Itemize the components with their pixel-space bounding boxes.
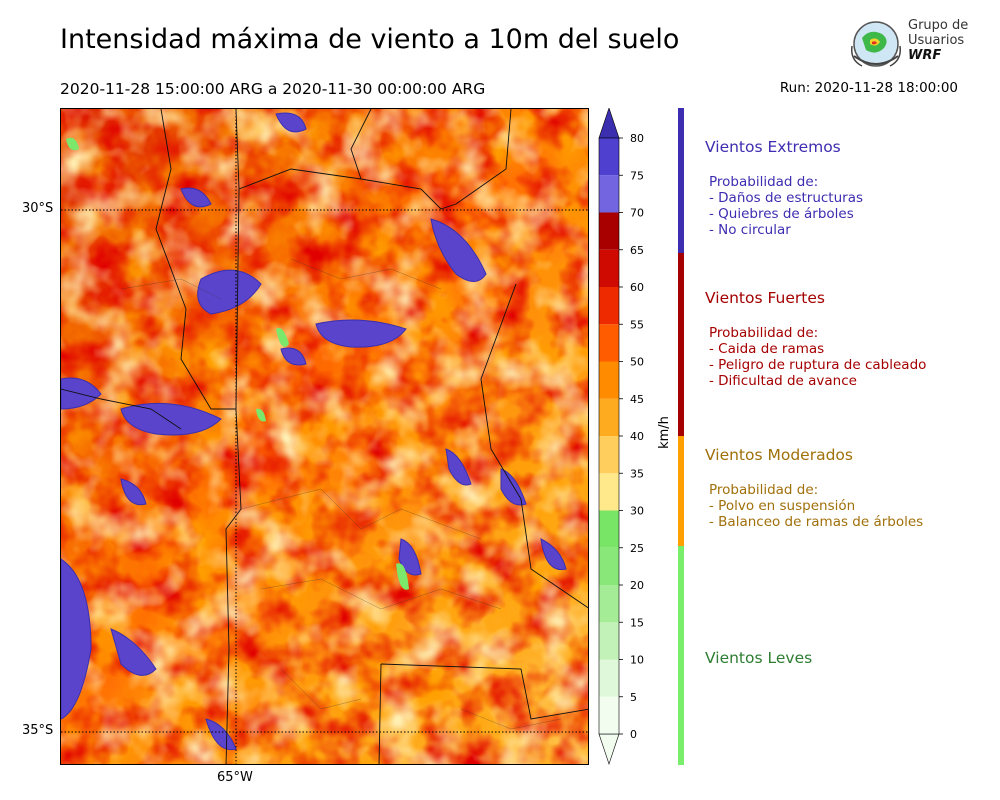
colorbar-tick-label: 25 <box>630 542 644 555</box>
lat-label-30s: 30°S <box>22 201 54 216</box>
colorbar-segment <box>599 398 619 436</box>
colorbar-tick-label: 30 <box>630 505 644 518</box>
category-description: Probabilidad de: - Polvo en suspensión - B… <box>709 482 985 530</box>
colorbar-segment <box>599 622 619 660</box>
logo-line2: Usuarios <box>908 33 965 48</box>
category-4: Vientos Leves <box>705 649 985 667</box>
logo-line3: WRF <box>908 48 942 63</box>
category-line: - Quiebres de árboles <box>709 206 854 222</box>
wind-field-map <box>61 109 588 764</box>
wind-map <box>60 108 589 765</box>
colorbar-segment <box>599 547 619 585</box>
category-1: Vientos Extremos Probabilidad de: - Daños … <box>705 138 985 238</box>
colorbar-tick-label: 65 <box>630 244 644 257</box>
colorbar-tick-label: 45 <box>630 393 644 406</box>
category-bar <box>678 108 684 253</box>
colorbar-segment <box>599 138 619 176</box>
category-title: Vientos Fuertes <box>705 289 825 307</box>
colorbar-tick-label: 0 <box>630 728 637 741</box>
category-line: - Polvo en suspensión <box>709 498 856 514</box>
category-bar <box>678 436 684 546</box>
colorbar-segment <box>599 249 619 287</box>
colorbar-svg: 0 5 10 15 20 25 30 35 40 45 50 55 60 65 70 75 80 <box>598 107 644 765</box>
colorbar-segment <box>599 324 619 362</box>
colorbar-max-extension <box>598 107 620 139</box>
category-description: Probabilidad de: - Caida de ramas - Peligr… <box>709 325 985 389</box>
colorbar-tick-label: 50 <box>630 356 644 369</box>
colorbar-tick-label: 80 <box>630 132 644 145</box>
colorbar-segment <box>599 473 619 511</box>
colorbar-unit: km/h <box>656 416 672 449</box>
category-line: - Peligro de ruptura de cableado <box>709 357 927 373</box>
colorbar-segment <box>599 696 619 734</box>
colorbar-tick-label: 20 <box>630 579 644 592</box>
colorbar-segment <box>599 212 619 250</box>
colorbar-segment <box>599 436 619 474</box>
colorbar-tick-label: 5 <box>630 691 637 704</box>
category-line: - Balanceo de ramas de árboles <box>709 514 924 530</box>
category-bar <box>678 253 684 436</box>
category-line: - Daños de estructuras <box>709 190 864 206</box>
chart-title: Intensidad máxima de viento a 10m del su… <box>60 24 680 55</box>
category-3: Vientos Moderados Probabilidad de: - Polvo… <box>705 446 985 530</box>
lat-label-35s: 35°S <box>22 723 54 738</box>
colorbar-min-extension <box>598 733 620 765</box>
colorbar-segment <box>599 659 619 697</box>
date-range: 2020-11-28 15:00:00 ARG a 2020-11-30 00:… <box>60 80 486 98</box>
colorbar: 0 5 10 15 20 25 30 35 40 45 50 55 60 65 70 75 80 <box>597 107 647 768</box>
colorbar-segment <box>599 585 619 623</box>
colorbar-tick-label: 70 <box>630 207 644 220</box>
logo-line1: Grupo de <box>908 18 969 33</box>
category-title: Vientos Extremos <box>705 138 841 156</box>
category-description: Probabilidad de: - Daños de estructuras - … <box>709 174 985 238</box>
category-line: - Dificultad de avance <box>709 373 857 389</box>
colorbar-tick-label: 55 <box>630 318 644 331</box>
colorbar-tick-label: 60 <box>630 281 644 294</box>
category-line: Probabilidad de: <box>709 325 819 341</box>
colorbar-tick-label: 40 <box>630 430 644 443</box>
category-title: Vientos Moderados <box>705 446 853 464</box>
colorbar-tick-label: 35 <box>630 467 644 480</box>
category-line: Probabilidad de: <box>709 174 819 190</box>
category-title: Vientos Leves <box>705 649 813 667</box>
colorbar-tick-label: 15 <box>630 616 644 629</box>
category-bar <box>678 546 684 765</box>
colorbar-segment <box>599 287 619 325</box>
globe-logo-icon <box>850 21 902 67</box>
colorbar-segment <box>599 510 619 548</box>
run-time: Run: 2020-11-28 18:00:00 <box>779 80 958 96</box>
colorbar-tick-label: 10 <box>630 654 644 667</box>
category-line: Probabilidad de: <box>709 482 819 498</box>
wrf-logo: Grupo de Usuarios WRF <box>848 16 973 76</box>
lon-label-65w: 65°W <box>217 770 253 785</box>
colorbar-segment <box>599 361 619 399</box>
colorbar-tick-label: 75 <box>630 169 644 182</box>
category-2: Vientos Fuertes Probabilidad de: - Caida d… <box>705 289 985 389</box>
category-line: - Caida de ramas <box>709 341 825 357</box>
colorbar-segment <box>599 175 619 213</box>
category-line: - No circular <box>709 222 791 238</box>
